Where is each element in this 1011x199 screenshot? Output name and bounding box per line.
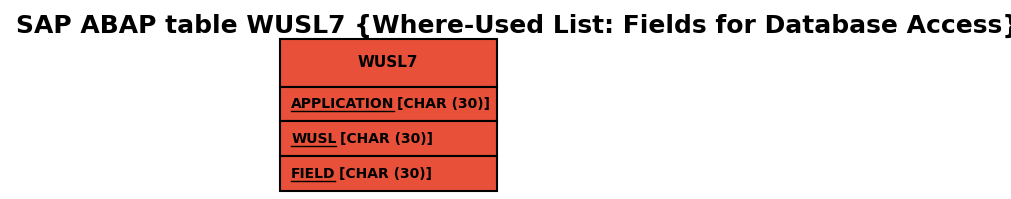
Text: [CHAR (30)]: [CHAR (30)]	[397, 97, 490, 111]
Text: SAP ABAP table WUSL7 {Where-Used List: Fields for Database Access}: SAP ABAP table WUSL7 {Where-Used List: F…	[15, 14, 1011, 38]
Text: [CHAR (30)]: [CHAR (30)]	[340, 132, 433, 146]
Text: WUSL7: WUSL7	[358, 55, 419, 70]
Text: [CHAR (30)]: [CHAR (30)]	[339, 167, 432, 181]
Text: WUSL: WUSL	[291, 132, 337, 146]
Bar	[279, 39, 496, 87]
Text: FIELD: FIELD	[291, 167, 336, 181]
Bar	[279, 156, 496, 191]
Text: APPLICATION: APPLICATION	[291, 97, 394, 111]
Bar	[279, 121, 496, 156]
Bar	[279, 87, 496, 121]
